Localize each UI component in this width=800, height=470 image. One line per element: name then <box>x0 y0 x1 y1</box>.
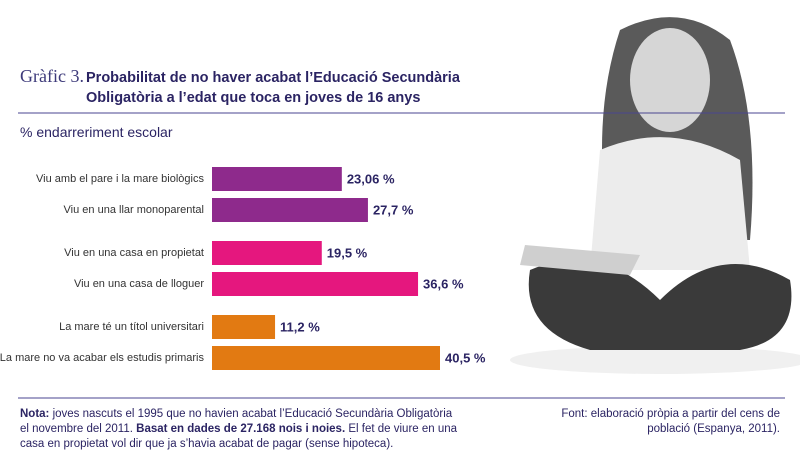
category-label: La mare no va acabar els estudis primari… <box>0 352 204 364</box>
subtitle: % endarreriment escolar <box>20 124 173 140</box>
note: Nota: joves nascuts el 1995 que no havie… <box>20 407 460 452</box>
bar <box>212 315 276 339</box>
bar <box>212 241 322 265</box>
value-label: 27,7 % <box>373 202 414 217</box>
source: Font: elaboració pròpia a partir del cen… <box>561 408 780 435</box>
chart-title: Probabilitat de no haver acabat l’Educac… <box>86 70 460 106</box>
category-label: Viu en una casa en propietat <box>64 247 204 259</box>
bar <box>212 272 419 296</box>
category-label: Viu en una casa de lloguer <box>74 278 204 290</box>
note-text: joves nascuts el 1995 que no havien acab… <box>20 408 453 435</box>
value-label: 19,5 % <box>327 245 368 260</box>
bar <box>212 346 440 370</box>
category-label: Viu en una llar monoparental <box>64 204 204 216</box>
value-label: 23,06 % <box>347 171 395 186</box>
photo-placeholder <box>510 17 800 374</box>
bar <box>212 198 368 222</box>
note-text: El fet de viure en una casa en propietat… <box>20 423 458 450</box>
figure-number: Gràfic 3. <box>20 66 84 86</box>
value-label: 40,5 % <box>445 350 486 365</box>
value-label: 36,6 % <box>423 276 464 291</box>
value-label: 11,2 % <box>280 319 320 334</box>
bar <box>212 167 342 191</box>
category-label: Viu amb el pare i la mare biològics <box>36 173 204 185</box>
note-label: Nota: <box>20 408 50 420</box>
note-highlight: Basat en dades de 27.168 nois i noies. <box>136 423 346 435</box>
category-label: La mare té un títol universitari <box>59 321 204 333</box>
